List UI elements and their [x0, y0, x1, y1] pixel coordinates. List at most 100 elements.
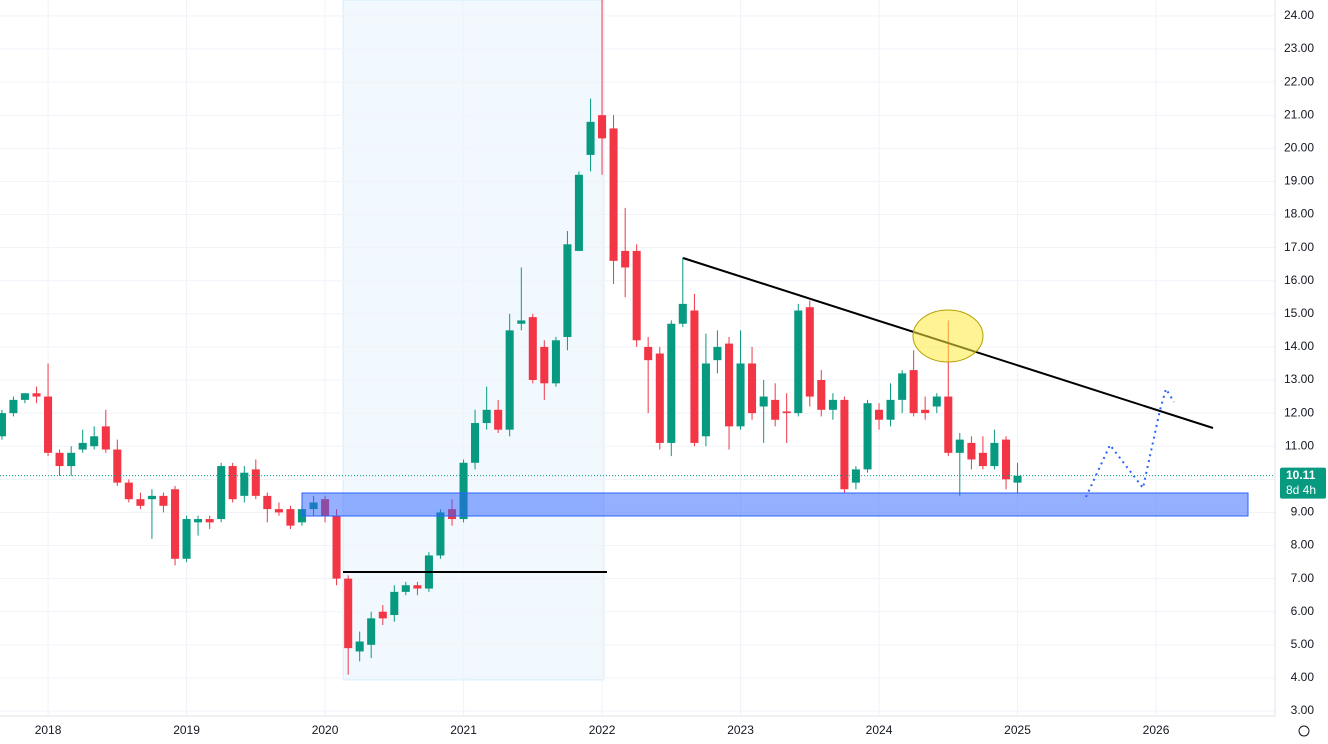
- candle-body: [817, 380, 826, 410]
- candle-body: [159, 495, 168, 506]
- candle-body: [690, 310, 699, 443]
- candle-body: [794, 310, 803, 414]
- candle-body: [113, 449, 122, 483]
- y-tick-label: 5.00: [1291, 637, 1315, 651]
- y-tick-label: 23.00: [1284, 41, 1314, 55]
- candle-body: [263, 495, 272, 510]
- candle-body: [344, 578, 353, 649]
- axes: 3.004.005.006.007.008.009.0010.0011.0012…: [0, 8, 1326, 737]
- candle-body: [205, 519, 214, 523]
- candle-body: [840, 399, 849, 490]
- candle-body: [932, 396, 941, 407]
- candle-body: [182, 519, 191, 559]
- candle-body: [332, 515, 341, 579]
- candle-body: [782, 411, 791, 414]
- candle-body: [436, 512, 445, 556]
- candle-body: [563, 244, 572, 337]
- candle-body: [459, 462, 468, 520]
- candle-body: [644, 346, 653, 361]
- candle-body: [240, 472, 249, 496]
- candle-body: [124, 482, 133, 500]
- candle-body: [367, 618, 376, 645]
- candle-body: [898, 373, 907, 400]
- y-tick-label: 15.00: [1284, 306, 1314, 320]
- candle-body: [1002, 439, 1011, 480]
- candle-body: [228, 466, 237, 500]
- y-tick-label: 16.00: [1284, 273, 1314, 287]
- candle-body: [528, 317, 537, 381]
- y-tick-label: 17.00: [1284, 240, 1314, 254]
- y-tick-label: 4.00: [1291, 670, 1315, 684]
- y-tick-label: 8.00: [1291, 538, 1315, 552]
- candles: [0, 0, 1022, 675]
- last-price-box: [1280, 467, 1326, 499]
- candle-body: [667, 323, 676, 443]
- candle-body: [955, 439, 964, 453]
- date-range-highlight: [342, 0, 605, 681]
- x-tick-label: 2024: [866, 723, 893, 737]
- candle-body: [67, 452, 76, 467]
- highlight-ellipse: [912, 309, 984, 363]
- candle-body: [748, 363, 757, 414]
- candle-body: [609, 128, 618, 261]
- y-tick-label: 6.00: [1291, 604, 1315, 618]
- y-tick-label: 22.00: [1284, 74, 1314, 88]
- candle-body: [274, 509, 283, 513]
- y-tick-label: 7.00: [1291, 571, 1315, 585]
- candle-body: [805, 307, 814, 397]
- candle-body: [251, 469, 260, 496]
- y-tick-label: 18.00: [1284, 207, 1314, 221]
- support-zone: [301, 492, 1249, 517]
- candle-body: [413, 585, 422, 589]
- candle-body: [471, 423, 480, 463]
- x-tick-label: 2023: [727, 723, 754, 737]
- candle-body: [55, 452, 64, 467]
- candle-body: [147, 495, 156, 500]
- x-tick-label: 2022: [589, 723, 616, 737]
- candle-body: [20, 393, 29, 400]
- candle-body: [171, 489, 180, 559]
- candle-body: [632, 250, 641, 341]
- last-price-label: 10.11: [1286, 468, 1316, 482]
- countdown-label: 8d 4h: [1286, 483, 1316, 497]
- candle-body: [9, 399, 18, 414]
- candle-body: [136, 499, 145, 506]
- candle-body: [355, 641, 364, 652]
- y-tick-label: 14.00: [1284, 339, 1314, 353]
- candle-body: [101, 426, 110, 450]
- candle-body: [875, 409, 884, 420]
- candle-body: [909, 370, 918, 414]
- candle-body: [390, 591, 399, 616]
- candle-body: [494, 409, 503, 430]
- candle-body: [90, 436, 99, 447]
- grid: [0, 0, 1275, 716]
- settings-icon[interactable]: [1298, 725, 1310, 737]
- x-tick-label: 2020: [312, 723, 339, 737]
- y-tick-label: 3.00: [1291, 703, 1315, 717]
- candle-body: [286, 509, 295, 526]
- candle-body: [401, 585, 410, 592]
- candle-body: [967, 442, 976, 460]
- x-tick-label: 2026: [1143, 723, 1170, 737]
- x-tick-label: 2021: [450, 723, 477, 737]
- y-tick-label: 24.00: [1284, 8, 1314, 22]
- candle-body: [828, 399, 837, 410]
- candle-body: [713, 346, 722, 361]
- candle-body: [517, 320, 526, 324]
- candle-body: [598, 115, 607, 139]
- x-tick-label: 2018: [35, 723, 62, 737]
- candle-body: [944, 396, 953, 453]
- y-tick-label: 9.00: [1291, 505, 1315, 519]
- candle-body: [771, 399, 780, 420]
- candle-body: [551, 340, 560, 384]
- candle-body: [921, 409, 930, 414]
- y-tick-label: 12.00: [1284, 405, 1314, 419]
- candle-body: [701, 363, 710, 437]
- candle-body: [0, 413, 6, 437]
- candle-body: [505, 330, 514, 430]
- candle-body: [759, 396, 768, 407]
- y-tick-label: 21.00: [1284, 107, 1314, 121]
- candle-body: [194, 519, 203, 523]
- candle-body: [655, 353, 664, 443]
